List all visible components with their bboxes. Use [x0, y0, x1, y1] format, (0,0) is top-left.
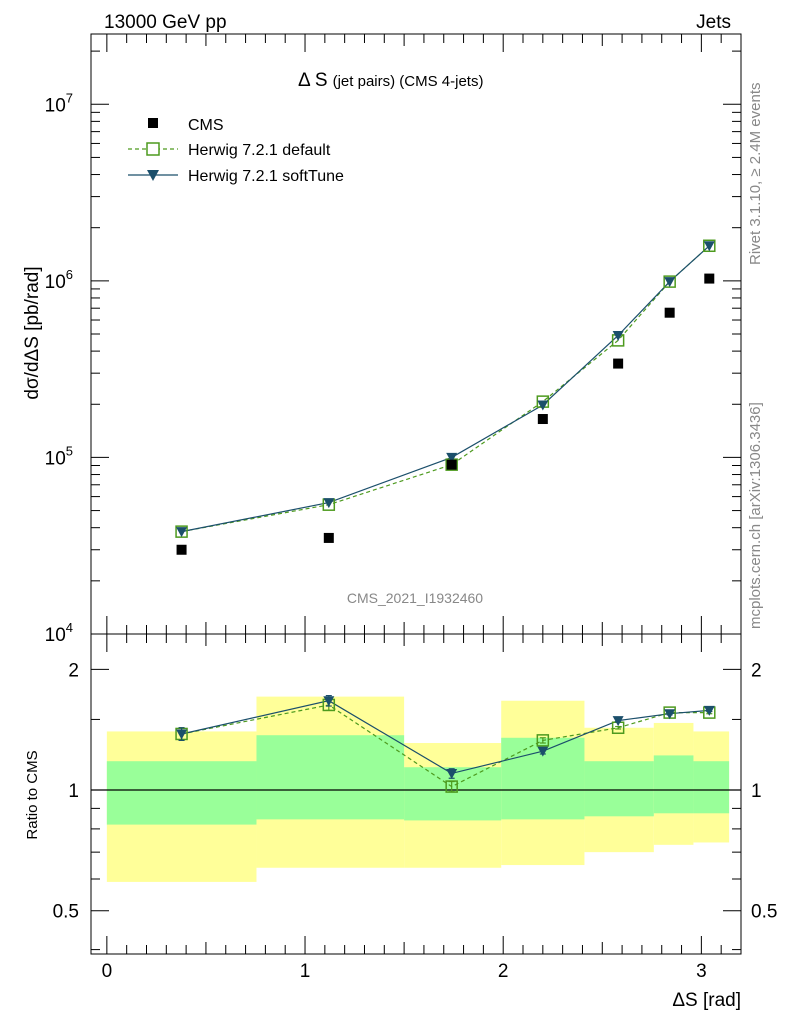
main-ytick-label-exp: 5: [66, 443, 73, 458]
ratio-x-axis: 0 1 2 3: [102, 634, 722, 982]
main-ytick-label-base: 10: [45, 272, 66, 293]
main-ytick-label-base: 10: [45, 95, 66, 116]
main-ytick-label-base: 10: [45, 448, 66, 469]
ratio-ylabel: Ratio to CMS: [24, 750, 41, 839]
main-point-cms: [704, 273, 715, 284]
legend-label-softtune: Herwig 7.2.1 softTune: [188, 168, 344, 185]
main-x-axis: [106, 34, 722, 634]
plot-title: Δ S (jet pairs) (CMS 4-jets): [298, 70, 483, 91]
main-point-cms: [323, 532, 334, 543]
main-ytick-label: 106: [45, 267, 73, 293]
ratio-band-inner: [653, 755, 694, 814]
main-point-cms: [537, 414, 548, 425]
header-left: 13000 GeV pp: [104, 12, 227, 33]
ratio-point-softtune: [537, 746, 549, 757]
main-plot-content: [175, 239, 716, 555]
main-point-cms: [176, 544, 187, 555]
ratio-ytick-label-right: 2: [751, 660, 762, 681]
main-point-softtune: [446, 452, 458, 463]
main-point-softtune: [176, 527, 188, 538]
ratio-point-softtune: [612, 716, 624, 727]
ratio-y-axis: 0.5 0.5 1 1 2 2: [53, 660, 777, 951]
main-point-cms: [446, 459, 457, 470]
plot-title-sub: (jet pairs) (CMS 4-jets): [333, 73, 484, 90]
ratio-point-default: [445, 780, 458, 793]
header-right: Jets: [696, 12, 731, 33]
main-ytick-label-exp: 4: [66, 620, 73, 635]
main-point-softtune: [703, 241, 715, 252]
ratio-band-inner: [256, 735, 405, 820]
ratio-ytick-label-right: 0.5: [751, 902, 777, 923]
ratio-bands: [106, 696, 730, 882]
legend-marker-cms: [148, 118, 158, 128]
ratio-point-softtune: [703, 705, 715, 716]
main-line-default: [181, 245, 710, 533]
ratio-panel: 0.5 0.5 1 1 2 2 0 1 2 3: [53, 633, 777, 982]
ratio-point-softtune: [176, 729, 188, 740]
ratio-band-inner: [106, 761, 257, 825]
legend-label-cms: CMS: [188, 117, 224, 134]
main-ytick-label: 104: [45, 620, 73, 646]
main-point-cms: [664, 307, 675, 318]
legend-marker-default: [146, 142, 160, 156]
main-point-softtune: [612, 331, 624, 342]
legend: CMS Herwig 7.2.1 default Herwig 7.2.1 so…: [128, 117, 344, 185]
ratio-xtick-label: 0: [102, 961, 113, 982]
ratio-ytick-label: 1: [68, 781, 79, 802]
main-line-softtune: [181, 245, 710, 533]
main-ytick-label: 105: [45, 443, 73, 469]
main-point-softtune: [664, 277, 676, 288]
legend-marker-softtune: [147, 170, 159, 181]
main-ytick-label: 107: [45, 90, 73, 116]
ratio-ytick-label: 2: [68, 660, 79, 681]
mcplots-label: mcplots.cern.ch [arXiv:1306.3436]: [747, 402, 764, 629]
ratio-band-inner: [584, 761, 654, 817]
ratio-point-softtune: [664, 709, 676, 720]
main-ytick-label-exp: 6: [66, 267, 73, 282]
main-point-cms: [613, 358, 624, 369]
main-point-softtune: [323, 498, 335, 509]
ratio-band-inner: [693, 761, 730, 814]
ratio-ytick-label-right: 1: [751, 781, 762, 802]
ratio-xtick-label: 3: [696, 961, 707, 982]
main-point-softtune: [537, 400, 549, 411]
rivet-label: Rivet 3.1.10, ≥ 2.4M events: [747, 83, 764, 266]
ratio-point-softtune: [323, 696, 335, 707]
x-axis-label: ΔS [rad]: [672, 990, 741, 1011]
plot-title-main: Δ S: [298, 70, 328, 91]
main-ytick-label-exp: 7: [66, 90, 73, 105]
main-ylabel: dσ/dΔS [pb/rad]: [22, 266, 43, 399]
ratio-xtick-label: 2: [498, 961, 509, 982]
legend-label-default: Herwig 7.2.1 default: [188, 142, 331, 159]
analysis-watermark: CMS_2021_I1932460: [347, 590, 483, 606]
ratio-point-softtune: [446, 768, 458, 779]
ratio-plot-content: [91, 695, 741, 793]
ratio-xtick-label: 1: [300, 961, 311, 982]
ratio-ytick-label: 0.5: [53, 902, 79, 923]
ratio-point-default: [536, 734, 550, 747]
main-ytick-label-base: 10: [45, 625, 66, 646]
